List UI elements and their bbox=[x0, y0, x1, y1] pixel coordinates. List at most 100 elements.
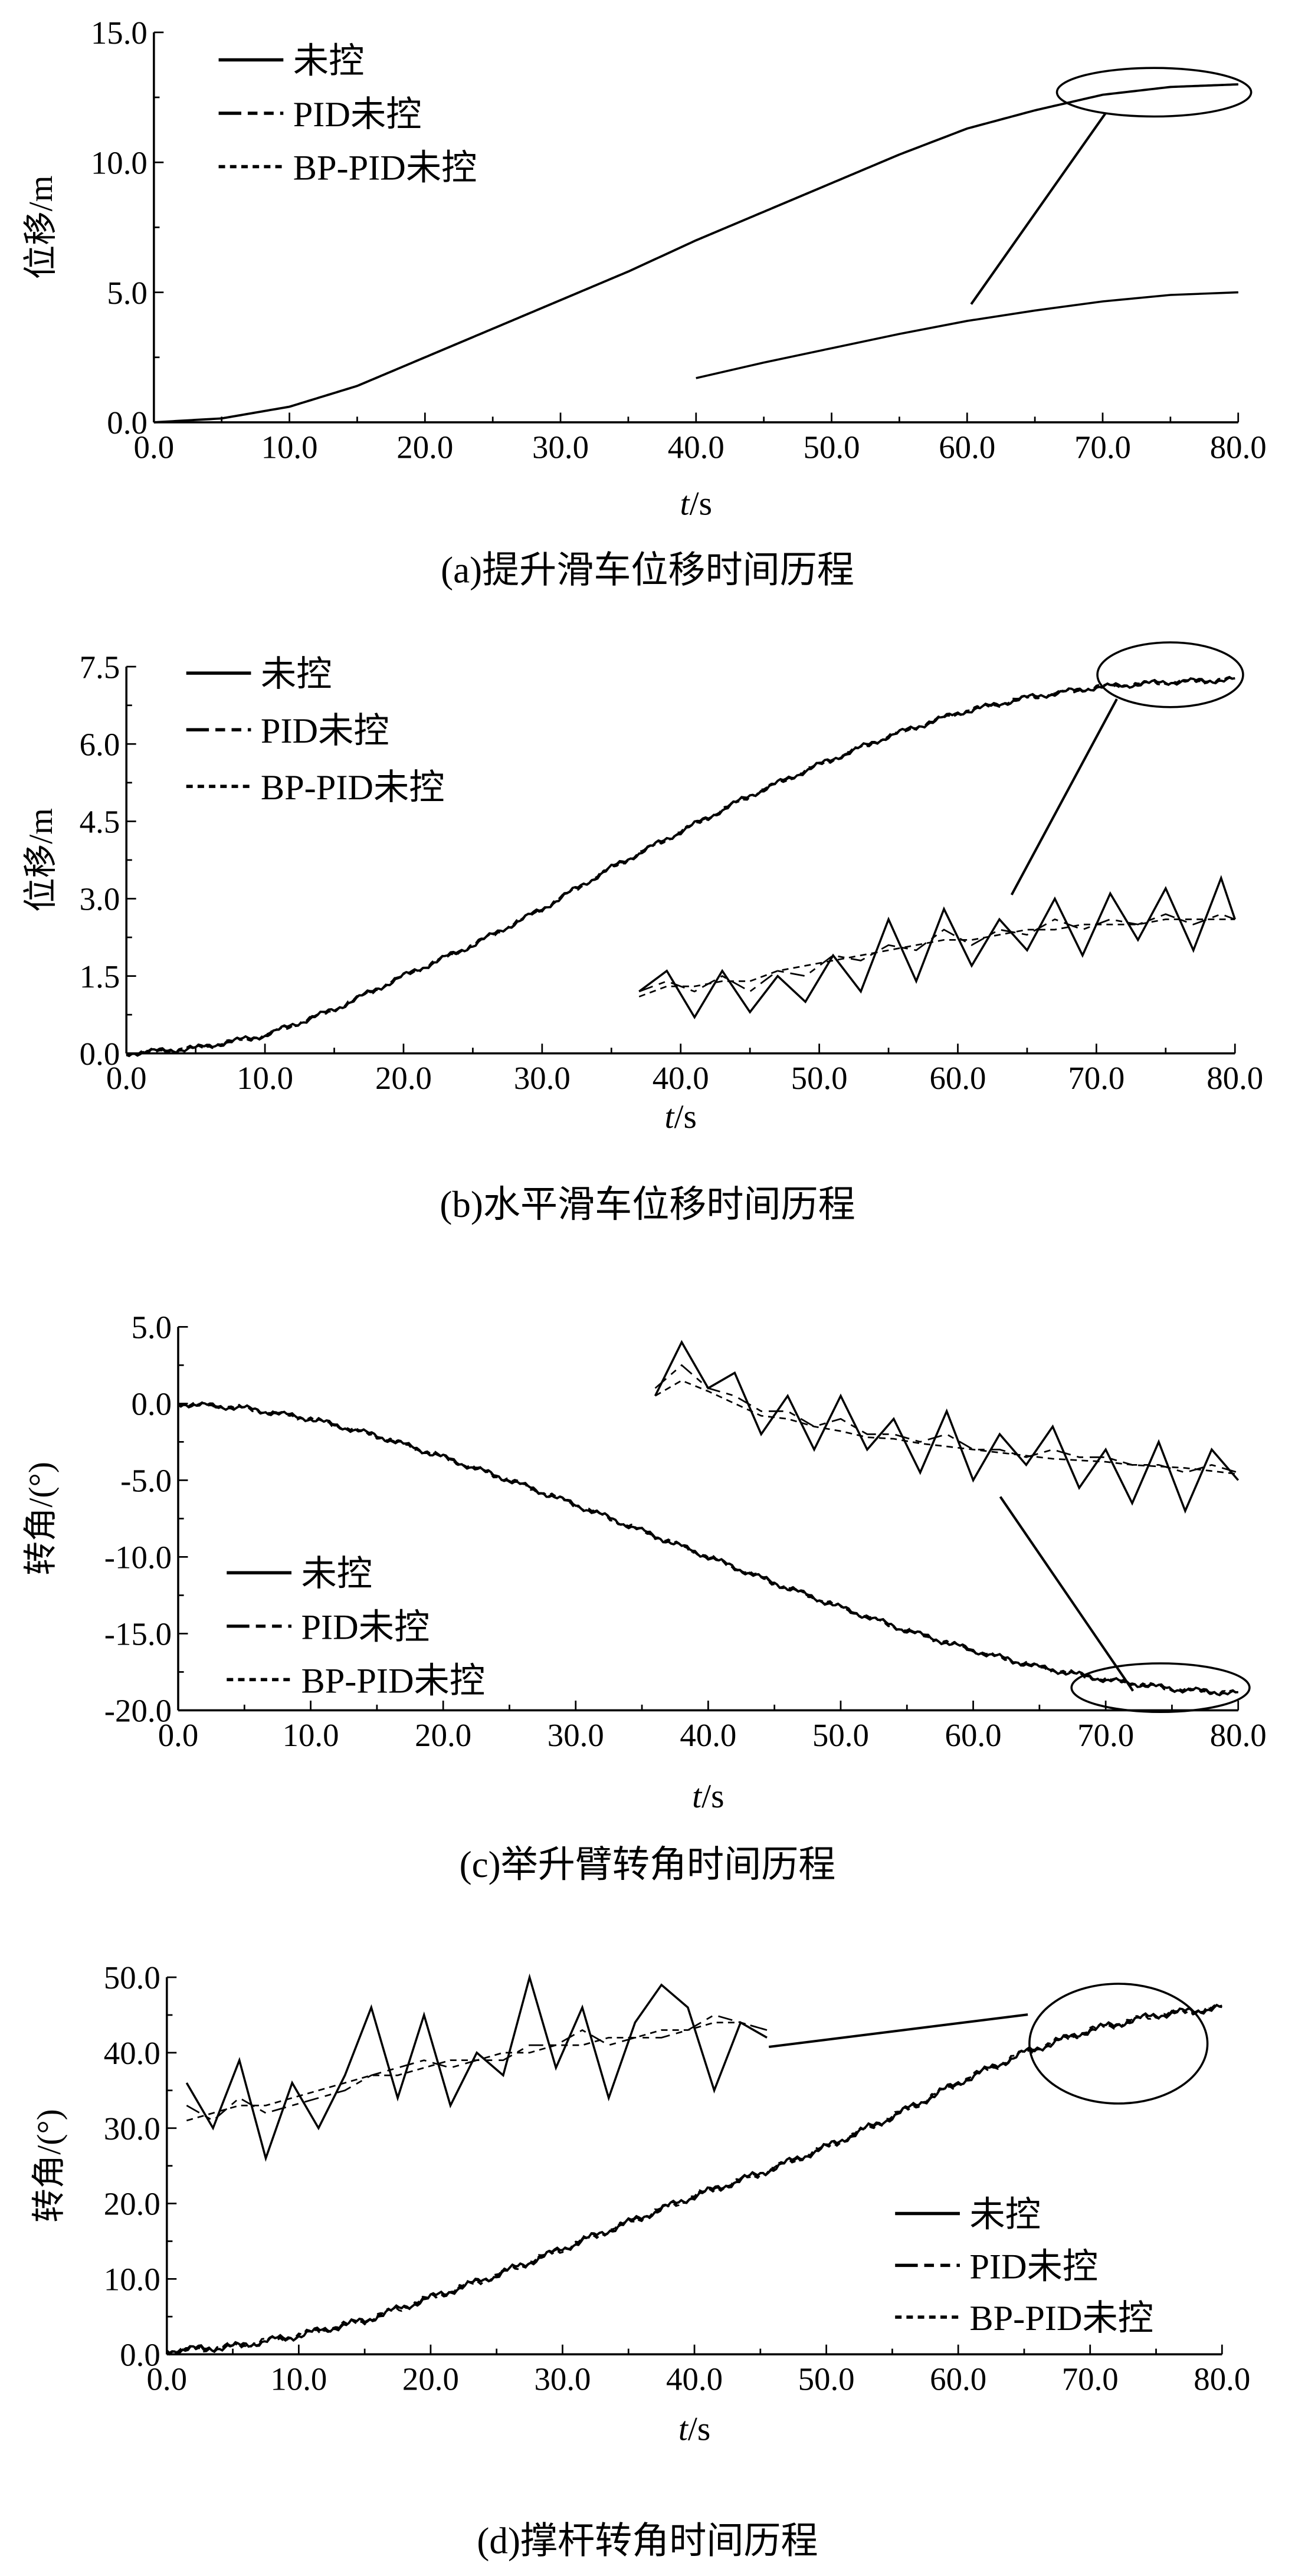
x-tick-label: 80.0 bbox=[1194, 2361, 1250, 2397]
zoom-connector-line bbox=[1010, 698, 1118, 895]
x-tick-label: 20.0 bbox=[415, 1717, 471, 1753]
legend-label-untreated: 未控 bbox=[261, 655, 332, 694]
x-tick-label: 70.0 bbox=[1062, 2361, 1119, 2397]
x-axis-label-unit: /s bbox=[688, 2411, 710, 2448]
y-tick-label: 0.0 bbox=[107, 405, 147, 441]
y-tick-label: 5.0 bbox=[107, 275, 147, 311]
y-tick-label: 10.0 bbox=[104, 2262, 160, 2298]
inset-curve-untreated bbox=[696, 291, 1238, 379]
x-tick-label: 10.0 bbox=[283, 1717, 339, 1753]
x-axis-label-var: t bbox=[680, 485, 691, 522]
x-tick-label: 40.0 bbox=[666, 2361, 723, 2397]
x-tick-label: 50.0 bbox=[791, 1060, 848, 1096]
main-curve-untreated bbox=[166, 2003, 1222, 2355]
legend-label-untreated: 未控 bbox=[293, 41, 365, 81]
x-tick-label: 10.0 bbox=[261, 429, 318, 465]
x-tick-label: 0.0 bbox=[106, 1060, 147, 1096]
panel-caption: (c)举升臂转角时间历程 bbox=[460, 1844, 836, 1885]
y-tick-label: 40.0 bbox=[104, 2035, 160, 2071]
x-tick-label: 0.0 bbox=[134, 429, 175, 465]
x-tick-label: 60.0 bbox=[939, 429, 995, 465]
y-tick-label: 1.5 bbox=[80, 959, 120, 995]
inset-curve-pid bbox=[186, 2014, 768, 2122]
main-curve-untreated bbox=[177, 1402, 1238, 1696]
x-tick-label: 80.0 bbox=[1210, 1717, 1267, 1753]
y-tick-label: 7.5 bbox=[80, 649, 120, 685]
x-tick-label: 10.0 bbox=[237, 1060, 293, 1096]
zoom-connector-line bbox=[970, 112, 1107, 305]
x-axis-label-unit: /s bbox=[674, 1098, 697, 1136]
x-tick-label: 0.0 bbox=[147, 2361, 188, 2397]
x-tick-label: 50.0 bbox=[798, 2361, 855, 2397]
inset-curve-pid bbox=[696, 291, 1238, 379]
x-tick-label: 30.0 bbox=[534, 2361, 591, 2397]
y-tick-label: -15.0 bbox=[104, 1616, 172, 1652]
inset-curve-pid bbox=[638, 913, 1235, 993]
legend-label-pid: PID未控 bbox=[301, 1608, 430, 1648]
panel-caption: (b)水平滑车位移时间历程 bbox=[440, 1184, 855, 1225]
y-tick-label: 0.0 bbox=[80, 1036, 120, 1072]
zoom-ellipse bbox=[1028, 1983, 1209, 2105]
legend-label-untreated: 未控 bbox=[301, 1554, 372, 1594]
x-tick-label: 10.0 bbox=[270, 2361, 327, 2397]
panel-c: 0.0 10.0 20.0 30.0 40.0 50.0 60.0 70.0 80.0 -20.0… bbox=[22, 1310, 1267, 1885]
main-curve-bp-pid bbox=[178, 1401, 1239, 1695]
y-tick-label: 0.0 bbox=[131, 1386, 172, 1422]
x-tick-label: 40.0 bbox=[653, 1060, 709, 1096]
panel-caption: (a)提升滑车位移时间历程 bbox=[441, 550, 854, 591]
panel-a: 0.0 10.0 20.0 30.0 40.0 50.0 60.0 70.0 80.0 0.0 5.… bbox=[22, 15, 1267, 590]
y-tick-label: 20.0 bbox=[104, 2186, 160, 2222]
legend-label-bp-pid: BP-PID未控 bbox=[969, 2299, 1153, 2338]
x-tick-label: 50.0 bbox=[804, 429, 860, 465]
x-axis-label: t/s bbox=[678, 2411, 710, 2448]
legend-label-bp-pid: BP-PID未控 bbox=[261, 768, 445, 808]
zoom-ellipse bbox=[1070, 1662, 1251, 1713]
legend-label-pid: PID未控 bbox=[261, 711, 389, 751]
x-axis-label-var: t bbox=[692, 1778, 703, 1815]
zoom-connector-line bbox=[999, 1496, 1135, 1692]
main-curve-untreated bbox=[126, 676, 1235, 1057]
inset-curve-untreated bbox=[185, 1973, 768, 2162]
y-tick-label: 10.0 bbox=[91, 145, 147, 181]
x-tick-label: 70.0 bbox=[1077, 1717, 1134, 1753]
y-tick-label: 50.0 bbox=[104, 1960, 160, 1996]
main-curve-pid bbox=[178, 1401, 1238, 1696]
x-tick-label: 80.0 bbox=[1210, 429, 1267, 465]
y-tick-label: 6.0 bbox=[80, 726, 120, 762]
y-tick-label: -5.0 bbox=[120, 1463, 172, 1499]
inset-curve-untreated bbox=[638, 875, 1236, 1020]
y-axis-label: 转角/(°) bbox=[31, 2109, 68, 2223]
x-axis-label: t/s bbox=[665, 1098, 697, 1136]
x-axis-label-var: t bbox=[678, 2411, 689, 2448]
x-tick-label: 80.0 bbox=[1207, 1060, 1263, 1096]
x-tick-label: 20.0 bbox=[375, 1060, 432, 1096]
zoom-ellipse bbox=[1096, 641, 1244, 708]
main-curve-untreated bbox=[153, 83, 1238, 424]
y-axis-label: 位移/m bbox=[22, 808, 60, 912]
x-tick-label: 30.0 bbox=[514, 1060, 571, 1096]
x-axis-label-var: t bbox=[665, 1098, 676, 1136]
y-axis-label: 转角/(°) bbox=[22, 1462, 60, 1576]
x-tick-label: 30.0 bbox=[532, 429, 589, 465]
main-curve-bp-pid bbox=[153, 83, 1238, 424]
x-axis-label-unit: /s bbox=[690, 485, 712, 522]
x-tick-label: 70.0 bbox=[1068, 1060, 1124, 1096]
x-tick-label: 30.0 bbox=[547, 1717, 604, 1753]
zoom-connector-line bbox=[768, 2013, 1028, 2049]
x-axis-label-unit: /s bbox=[701, 1778, 724, 1815]
y-tick-label: 15.0 bbox=[91, 15, 147, 51]
inset-curve-bp-pid bbox=[186, 2022, 768, 2122]
inset-curve-bp-pid bbox=[638, 918, 1235, 997]
panel-caption: (d)撑杆转角时间历程 bbox=[477, 2521, 818, 2562]
zoom-ellipse bbox=[1055, 67, 1253, 118]
y-tick-label: 3.0 bbox=[80, 881, 120, 917]
inset-curve-bp-pid bbox=[696, 291, 1238, 379]
legend-label-pid: PID未控 bbox=[293, 95, 422, 134]
x-axis-label: t/s bbox=[680, 485, 712, 522]
x-tick-label: 60.0 bbox=[929, 1060, 986, 1096]
legend-label-bp-pid: BP-PID未控 bbox=[301, 1661, 485, 1701]
x-tick-label: 20.0 bbox=[396, 429, 453, 465]
y-tick-label: 0.0 bbox=[120, 2337, 160, 2372]
y-tick-label: 5.0 bbox=[131, 1310, 172, 1346]
